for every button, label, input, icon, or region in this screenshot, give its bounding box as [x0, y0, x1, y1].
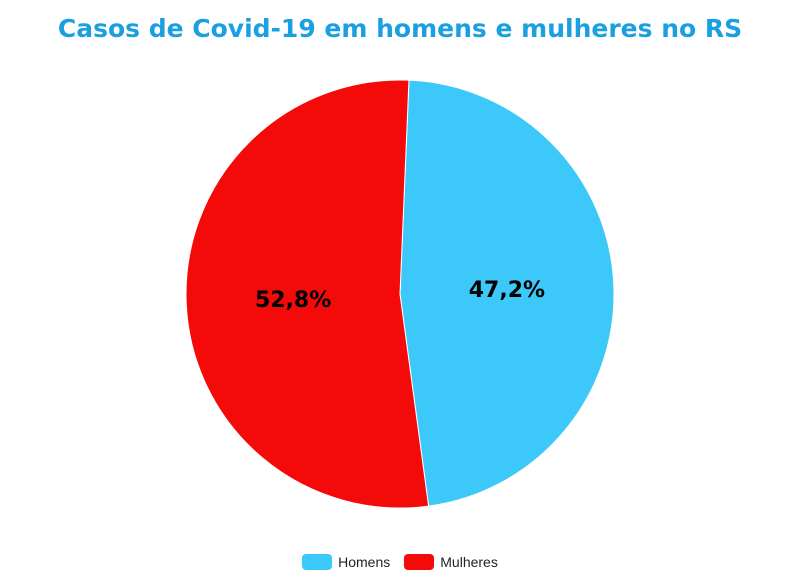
pie-slice-mulheres[interactable] [185, 79, 430, 509]
legend-item-homens[interactable]: Homens [302, 554, 390, 570]
legend-item-mulheres[interactable]: Mulheres [404, 554, 498, 570]
legend-label: Homens [338, 554, 391, 570]
legend: Homens Mulheres [0, 554, 800, 570]
data-label: 52,8% [255, 288, 331, 313]
legend-label: Mulheres [440, 554, 498, 570]
chart-title: Casos de Covid-19 em homens e mulheres n… [57, 14, 743, 43]
data-label: 47,2% [469, 278, 545, 303]
pie-slice-homens[interactable] [399, 79, 615, 507]
legend-swatch [404, 554, 435, 570]
legend-swatch [302, 554, 333, 570]
